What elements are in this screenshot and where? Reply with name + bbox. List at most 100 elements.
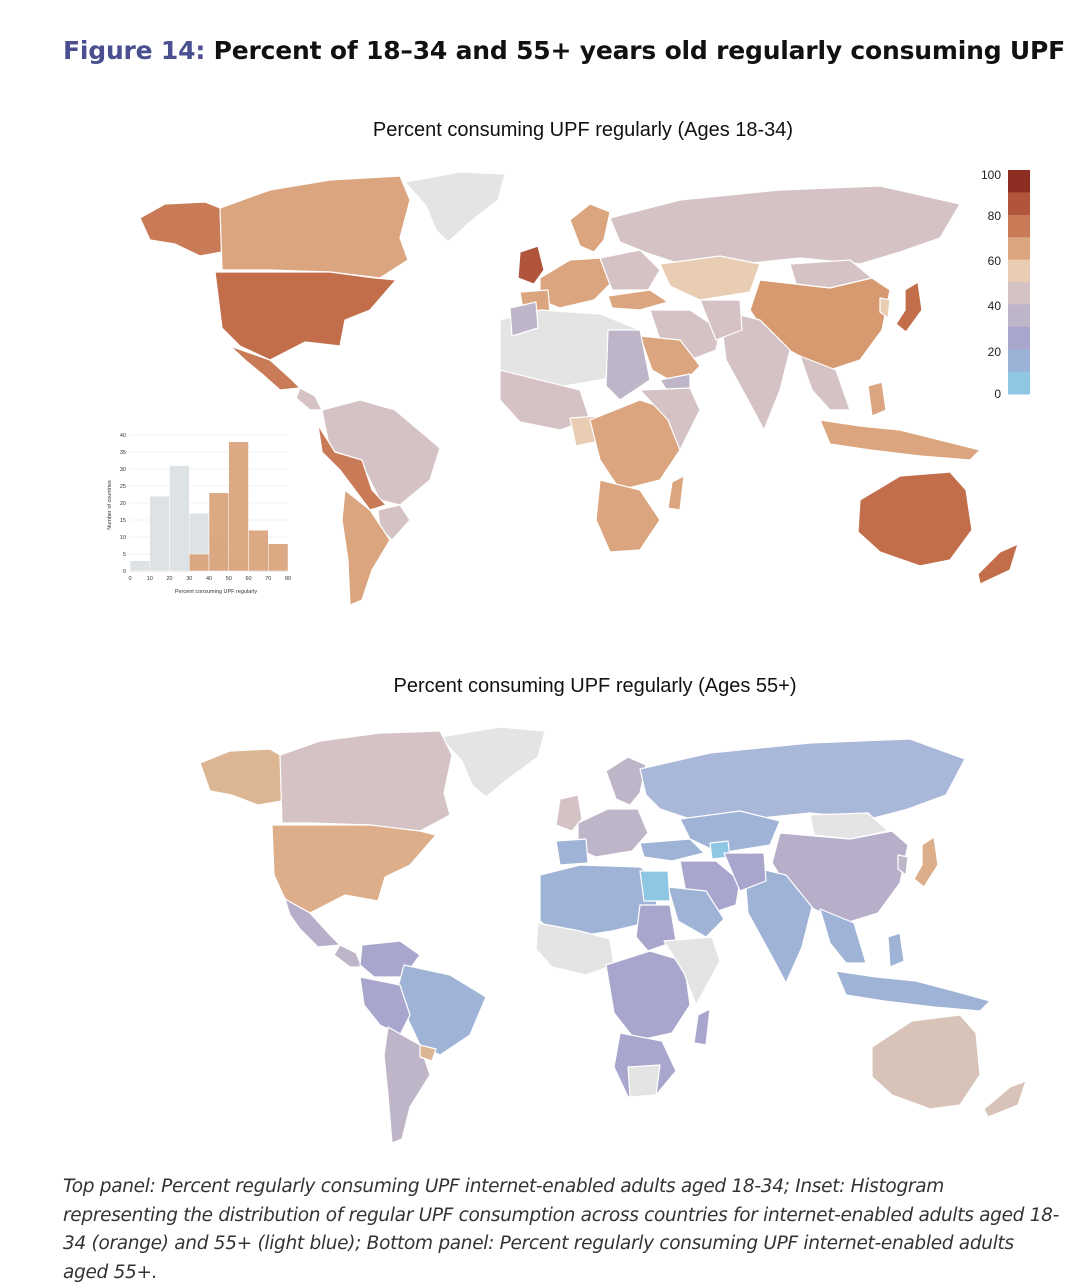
- world-map-ages-55-plus: [199, 726, 1027, 1144]
- histogram-x-tick: 0: [128, 576, 131, 582]
- histogram-y-tick: 10: [120, 535, 126, 541]
- usa-region: [271, 824, 437, 914]
- philippines-region: [887, 932, 905, 968]
- sudan-region: [635, 904, 677, 952]
- alaska-region: [199, 748, 283, 806]
- mexico-region: [284, 898, 341, 948]
- histogram-bar: [248, 529, 269, 572]
- central-america-region: [295, 387, 323, 411]
- histogram-y-ticks: 0 5 10 15 20 25 30 35 40: [120, 433, 126, 575]
- southern-africa-region: [595, 479, 661, 553]
- figure-colon: :: [195, 36, 206, 65]
- figure-title-text: Percent of 18–34 and 55+ years old regul…: [213, 36, 1066, 65]
- legend-tick: 60: [988, 254, 1002, 268]
- new-zealand-region: [977, 543, 1019, 585]
- histogram-y-tick: 30: [120, 467, 126, 473]
- russia-region: [609, 185, 961, 265]
- usa-region: [214, 271, 397, 361]
- australia-region: [871, 1014, 981, 1110]
- central-africa-region: [605, 950, 691, 1042]
- histogram-y-tick: 25: [120, 484, 126, 490]
- histogram-x-tick: 30: [186, 576, 192, 582]
- histogram-y-tick: 0: [123, 569, 126, 575]
- histogram-x-tick: 60: [245, 576, 251, 582]
- philippines-region: [867, 381, 887, 417]
- madagascar-region: [667, 475, 685, 511]
- legend-tick: 20: [988, 345, 1002, 359]
- peru-bolivia: [317, 424, 387, 511]
- scandinavia: [569, 203, 611, 253]
- mongolia-region: [809, 812, 889, 840]
- eastern-europe: [599, 249, 661, 291]
- histogram-bar: [169, 465, 190, 572]
- scandinavia: [605, 756, 647, 806]
- histogram-bar: [208, 492, 229, 572]
- color-scale-legend: 100 80 60 40 20 0: [981, 168, 1030, 401]
- india-region: [743, 864, 813, 984]
- japan-region: [913, 836, 939, 888]
- legend-tick: 80: [988, 209, 1002, 223]
- east-africa-region: [639, 387, 701, 451]
- pakistan-region: [723, 852, 767, 892]
- canada-region: [279, 730, 453, 832]
- histogram-x-tick: 70: [265, 576, 271, 582]
- legend-swatch: [1008, 214, 1030, 238]
- legend-tick: 0: [994, 387, 1001, 401]
- south-africa-region: [627, 1064, 661, 1098]
- saudi-region: [667, 886, 725, 938]
- central-africa-region: [589, 399, 681, 491]
- legend-tick: 40: [988, 299, 1002, 313]
- histogram-y-tick: 20: [120, 501, 126, 507]
- legend-swatch: [1008, 304, 1030, 328]
- western-europe: [539, 257, 611, 309]
- india-region: [719, 309, 791, 431]
- greenland-region: [439, 726, 546, 798]
- turkey-region: [607, 289, 669, 311]
- legend-swatch: [1008, 282, 1030, 305]
- se-asia-region: [799, 355, 851, 411]
- histogram-bar: [189, 553, 210, 572]
- japan-region: [895, 281, 923, 333]
- figure-caption: Top panel: Percent regularly consuming U…: [63, 1176, 1060, 1283]
- histogram-bars: [129, 441, 289, 572]
- central-america-region: [333, 944, 363, 968]
- korea-region: [897, 854, 909, 876]
- east-africa-region: [663, 936, 721, 1006]
- new-zealand-region: [983, 1080, 1027, 1118]
- histogram-x-tick: 10: [147, 576, 153, 582]
- legend-swatch: [1008, 371, 1030, 395]
- histogram-x-tick: 40: [206, 576, 212, 582]
- mexico-region: [229, 345, 301, 391]
- histogram-bar: [228, 441, 249, 572]
- legend-tick: 100: [981, 168, 1001, 182]
- pakistan-region: [699, 299, 743, 341]
- iberia: [555, 838, 589, 866]
- histogram-y-tick: 40: [120, 433, 126, 439]
- uk-ireland: [517, 245, 545, 285]
- korea-region: [879, 297, 891, 319]
- se-asia-region: [819, 908, 867, 964]
- kazakhstan-region: [659, 255, 761, 301]
- argentina-chile: [341, 489, 391, 606]
- legend-swatch: [1008, 237, 1030, 261]
- uk-ireland: [555, 794, 583, 832]
- histogram-y-tick: 5: [123, 552, 126, 558]
- canada-region: [219, 175, 411, 279]
- west-africa-region: [535, 922, 615, 976]
- legend-swatch: [1008, 326, 1030, 350]
- greenland-region: [404, 171, 506, 243]
- histogram-y-label: Number of countries: [107, 480, 113, 530]
- histogram-y-tick: 35: [120, 450, 126, 456]
- world-map-ages-18-34: [139, 171, 1019, 606]
- egypt-region: [639, 870, 671, 902]
- south-america-north: [321, 399, 441, 506]
- russia-region: [639, 738, 966, 820]
- histogram-x-ticks: 0 10 20 30 40 50 60 70 80: [128, 576, 291, 582]
- figure-title: Figure 14: Percent of 18–34 and 55+ year…: [63, 36, 1065, 65]
- legend-swatches: [1008, 170, 1030, 395]
- legend-swatch: [1008, 259, 1030, 283]
- histogram-x-tick: 80: [285, 576, 291, 582]
- western-europe: [577, 808, 649, 858]
- indonesia-region: [835, 970, 991, 1012]
- uruguay-region: [419, 1044, 437, 1062]
